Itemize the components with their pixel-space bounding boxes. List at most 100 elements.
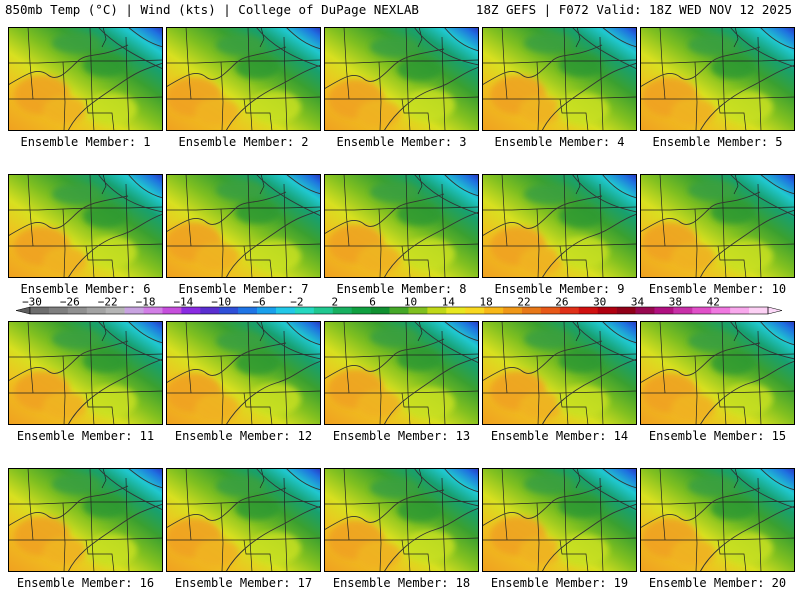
ensemble-member-label: Ensemble Member: 6 [20,282,151,296]
colorbar-cell [105,307,125,314]
ensemble-member-4-map [482,27,637,131]
colorbar-max-arrow [767,306,783,315]
ensemble-member-5-map [640,27,795,131]
colorbar-cell [332,307,352,314]
ensemble-member-7-map [166,174,321,278]
colorbar-tick-label: −30 [22,297,42,309]
ensemble-member-14-map [482,321,637,425]
colorbar-tick-label: −18 [136,297,156,309]
colorbar-tick-label: 18 [480,297,493,309]
ensemble-member-label: Ensemble Member: 14 [490,429,629,443]
colorbar-cell [313,307,334,314]
model-valid-time: 18Z GEFS | F072 Valid: 18Z WED NOV 12 20… [475,2,792,17]
ensemble-member-label: Ensemble Member: 11 [16,429,155,443]
ensemble-member-10-map [640,174,795,278]
colorbar-cell [465,307,485,314]
ensemble-member-label: Ensemble Member: 4 [494,135,625,149]
ensemble-member-17-map [166,468,321,572]
ensemble-member-label: Ensemble Member: 9 [494,282,625,296]
colorbar-tick-label: −14 [173,297,193,309]
ensemble-member-label: Ensemble Member: 13 [332,429,471,443]
colorbar-cell [238,307,258,314]
ensemble-member-2-map [166,27,321,131]
colorbar-cell [654,307,674,314]
ensemble-member-label: Ensemble Member: 20 [648,576,787,590]
colorbar-tick-label: 38 [669,297,682,309]
colorbar-cell [559,307,580,314]
ensemble-member-11-map [8,321,163,425]
colorbar-tick-label: 14 [442,297,456,309]
colorbar-cell [124,307,144,314]
colorbar-tick-label: −10 [211,297,231,309]
ensemble-member-19-map [482,468,637,572]
ensemble-member-9-map [482,174,637,278]
colorbar-cell [143,307,163,314]
colorbar-cell [200,307,220,314]
ensemble-member-label: Ensemble Member: 1 [20,135,151,149]
colorbar-tick-label: 30 [593,297,606,309]
ensemble-member-label: Ensemble Member: 3 [336,135,467,149]
colorbar-cell [522,307,542,314]
colorbar-cell [294,307,315,314]
colorbar-cell [540,307,561,314]
colorbar-cell [578,307,598,314]
chart-title: 850mb Temp (°C) | Wind (kts) | College o… [5,2,419,17]
colorbar-cell [446,307,466,314]
ensemble-member-3-map [324,27,479,131]
ensemble-member-label: Ensemble Member: 19 [490,576,629,590]
colorbar-cell [181,307,201,314]
colorbar-cell [692,307,712,314]
ensemble-member-label: Ensemble Member: 15 [648,429,787,443]
colorbar-tick-label: −26 [60,297,80,309]
colorbar-tick-label: −22 [98,297,118,309]
ensemble-member-15-map [640,321,795,425]
colorbar-tick-label: 10 [404,297,417,309]
colorbar-cell [730,307,750,314]
colorbar-cell [616,307,636,314]
ensemble-member-label: Ensemble Member: 5 [652,135,783,149]
colorbar-tick-label: 42 [707,297,720,309]
colorbar-cell [86,307,106,314]
colorbar-cell [673,307,693,314]
ensemble-member-13-map [324,321,479,425]
colorbar-tick-label: 6 [369,297,376,309]
colorbar-cell [408,307,428,314]
colorbar-cell [370,307,390,314]
colorbar-cell [749,307,769,314]
colorbar-cell [597,307,617,314]
ensemble-member-label: Ensemble Member: 17 [174,576,313,590]
colorbar-cell [484,307,504,314]
ensemble-member-label: Ensemble Member: 7 [178,282,309,296]
colorbar-cell [219,307,239,314]
colorbar-cell [711,307,731,314]
colorbar-tick-label: 22 [517,297,530,309]
ensemble-member-1-map [8,27,163,131]
colorbar-cell [635,307,655,314]
colorbar-cell [257,307,277,314]
colorbar-tick-label: −6 [252,297,265,309]
colorbar-cell [67,307,88,314]
colorbar-tick-label: 34 [631,297,645,309]
colorbar-cell [30,307,50,314]
colorbar-cell [503,307,523,314]
ensemble-member-20-map [640,468,795,572]
ensemble-member-8-map [324,174,479,278]
colorbar-cell [351,307,371,314]
colorbar-tick-label: −2 [290,297,303,309]
colorbar-cell [389,307,409,314]
ensemble-member-label: Ensemble Member: 18 [332,576,471,590]
ensemble-member-6-map [8,174,163,278]
ensemble-member-18-map [324,468,479,572]
colorbar-cell [427,307,447,314]
ensemble-member-12-map [166,321,321,425]
colorbar-cell [48,307,69,314]
ensemble-member-label: Ensemble Member: 16 [16,576,155,590]
ensemble-member-label: Ensemble Member: 12 [174,429,313,443]
ensemble-member-label: Ensemble Member: 8 [336,282,467,296]
colorbar-cell [162,307,182,314]
colorbar-cell [276,307,296,314]
ensemble-member-16-map [8,468,163,572]
colorbar-tick-label: 26 [555,297,568,309]
temperature-colorbar: −30 −26 −22 −18 −14 −10 −6 −2 2 6 10 14 18 22 26 30 34 38… [15,297,783,315]
ensemble-member-label: Ensemble Member: 10 [648,282,787,296]
